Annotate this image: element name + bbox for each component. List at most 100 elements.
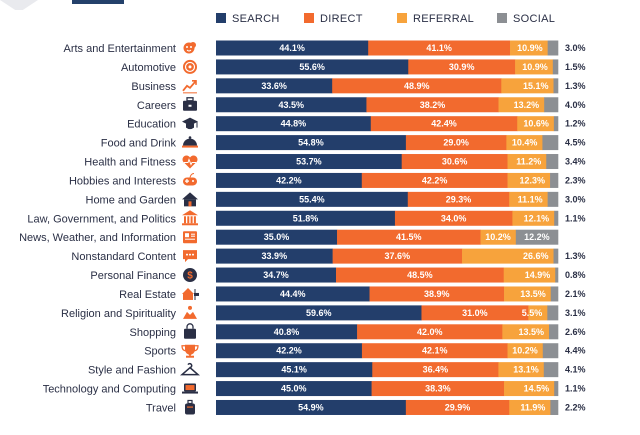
bar-segment-referral	[480, 229, 517, 245]
category-label: Careers	[137, 100, 177, 112]
bar-segment-social	[515, 229, 559, 245]
bar-segment-referral	[498, 362, 545, 378]
bar-segment-search	[216, 286, 370, 302]
category-label: Shopping	[130, 327, 177, 339]
bar-segment-direct	[369, 286, 505, 302]
value-label-direct: 42.1%	[422, 346, 448, 356]
bar-segment-search	[216, 267, 337, 283]
bar-segment-social	[550, 172, 559, 188]
value-label-search: 59.6%	[306, 308, 332, 318]
value-label-search: 33.6%	[261, 81, 287, 91]
value-label-direct: 41.5%	[396, 232, 422, 242]
bar-segment-referral	[510, 40, 548, 56]
value-label-direct: 36.4%	[423, 365, 449, 375]
bar-segment-referral	[509, 191, 548, 207]
bar-segment-social	[547, 40, 559, 56]
row-arts-and-entertainment: Arts and Entertainment 44.1% 41.1% 10.9% 3.0…	[63, 40, 586, 56]
bar-segment-social	[554, 381, 559, 397]
row-news-weather-and-information: News, Weather, and Information 35.0% 41.5%…	[19, 229, 559, 245]
bar-segment-referral	[504, 381, 555, 397]
bar-segment-search	[216, 399, 407, 415]
bar-segment-social	[543, 362, 559, 378]
chart-rows: Arts and Entertainment 44.1% 41.1% 10.9% 3.0…	[19, 40, 586, 415]
value-label-referral: 10.6%	[523, 119, 549, 129]
value-label-direct: 29.0%	[443, 138, 469, 148]
value-label-social: 4.5%	[565, 138, 586, 148]
value-label-social: 2.1%	[565, 289, 586, 299]
legend-item-direct: DIRECT	[304, 13, 362, 25]
value-label-direct: 38.9%	[424, 289, 450, 299]
category-label: Religion and Spirituality	[61, 308, 176, 320]
theater-masks-icon	[183, 42, 196, 54]
bar-segment-direct	[372, 362, 499, 378]
category-label: Arts and Entertainment	[63, 43, 176, 55]
value-label-search: 33.9%	[262, 251, 288, 261]
value-label-search: 44.8%	[281, 119, 307, 129]
row-nonstandard-content: Nonstandard Content 33.9% 37.6% 26.6% 1.3%	[71, 248, 586, 264]
value-label-referral: 13.2%	[514, 100, 540, 110]
value-label-direct: 42.0%	[417, 327, 443, 337]
value-label-social: 3.1%	[565, 308, 586, 318]
legend-swatch-social	[497, 13, 507, 23]
category-label: Travel	[146, 402, 176, 414]
category-label: News, Weather, and Information	[19, 232, 176, 244]
bar-segment-search	[216, 381, 372, 397]
bar-segment-direct	[405, 135, 507, 151]
row-sports: Sports 42.2% 42.1% 10.2% 4.4%	[144, 343, 586, 359]
bar-segment-direct	[394, 210, 513, 226]
value-label-social: 1.1%	[565, 384, 586, 394]
value-label-social: 12.2%	[524, 232, 550, 242]
bar-segment-direct	[357, 324, 503, 340]
value-label-referral: 12.1%	[524, 213, 550, 223]
bar-segment-social	[550, 286, 559, 302]
legend-swatch-search	[216, 13, 226, 23]
value-label-search: 42.2%	[276, 175, 302, 185]
category-label: Law, Government, and Politics	[27, 213, 176, 225]
value-label-social: 1.1%	[565, 213, 586, 223]
value-label-referral: 10.4%	[512, 138, 538, 148]
bar-segment-search	[216, 135, 407, 151]
value-label-direct: 41.1%	[426, 43, 452, 53]
row-technology-and-computing: Technology and Computing 45.0% 38.3% 14.5% 1…	[43, 381, 586, 397]
value-label-social: 2.6%	[565, 327, 586, 337]
bar-segment-search	[216, 78, 333, 94]
row-hobbies-and-interests: Hobbies and Interests 42.2% 42.2% 12.3% 2.3%	[69, 172, 586, 188]
bar-segment-direct	[368, 40, 511, 56]
category-label: Education	[127, 119, 176, 131]
legend-label-referral: REFERRAL	[413, 13, 474, 25]
category-label: Health and Fitness	[84, 157, 176, 169]
row-food-and-drink: Food and Drink 54.8% 29.0% 10.4% 4.5%	[101, 135, 586, 151]
bar-segment-referral	[507, 343, 544, 359]
trophy-icon	[181, 344, 199, 358]
value-label-search: 43.5%	[278, 100, 304, 110]
bar-segment-search	[216, 172, 363, 188]
value-label-social: 2.3%	[565, 175, 586, 185]
value-label-referral: 14.9%	[525, 270, 551, 280]
value-label-social: 3.0%	[565, 43, 586, 53]
bar-segment-direct	[335, 267, 505, 283]
value-label-referral: 13.5%	[520, 289, 546, 299]
value-label-referral: 13.1%	[513, 365, 539, 375]
row-personal-finance: Personal Finance $34.7% 48.5% 14.9% 0.8%	[90, 267, 586, 283]
bar-segment-direct	[421, 305, 529, 321]
bar-segment-referral	[517, 116, 555, 132]
steering-wheel-icon	[183, 59, 197, 74]
value-label-social: 4.1%	[565, 365, 586, 375]
bar-segment-referral	[507, 154, 547, 170]
bar-segment-search	[216, 362, 373, 378]
value-label-social: 3.0%	[565, 194, 586, 204]
category-label: Business	[131, 81, 176, 93]
top-accent-bar	[72, 0, 124, 4]
bar-segment-search	[216, 154, 402, 170]
value-label-direct: 48.9%	[404, 81, 430, 91]
value-label-referral: 15.1%	[523, 81, 549, 91]
bar-segment-referral	[503, 267, 556, 283]
bar-segment-social	[553, 78, 559, 94]
value-label-search: 55.4%	[299, 194, 325, 204]
heart-pulse-icon	[182, 155, 198, 169]
bar-segment-referral	[502, 324, 550, 340]
bar-segment-social	[542, 135, 559, 151]
category-label: Nonstandard Content	[71, 251, 176, 263]
house-icon	[182, 192, 198, 207]
bar-segment-search	[216, 305, 422, 321]
